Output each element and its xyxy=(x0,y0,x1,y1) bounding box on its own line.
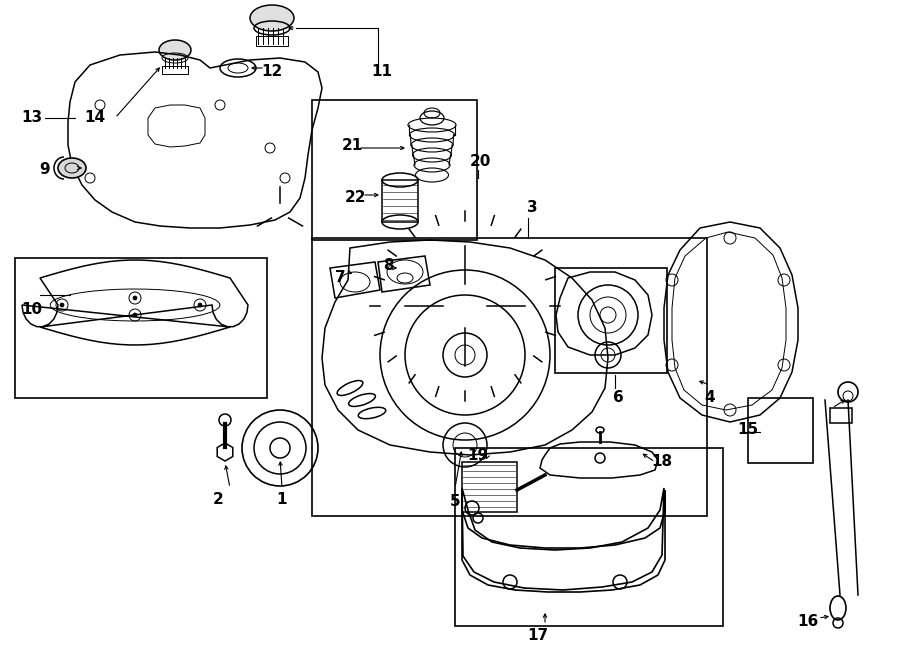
Bar xyxy=(455,448,723,626)
Text: 22: 22 xyxy=(344,190,365,206)
Bar xyxy=(382,180,418,222)
Text: 11: 11 xyxy=(372,65,392,79)
Text: 3: 3 xyxy=(526,200,537,215)
Text: 19: 19 xyxy=(467,447,489,463)
Bar xyxy=(15,258,267,398)
Bar xyxy=(256,36,288,46)
Bar xyxy=(748,398,813,463)
Bar xyxy=(555,268,667,373)
Text: 5: 5 xyxy=(450,494,460,510)
Circle shape xyxy=(133,313,137,317)
Ellipse shape xyxy=(250,5,294,31)
Circle shape xyxy=(198,303,202,307)
Text: 9: 9 xyxy=(40,163,50,178)
Text: 2: 2 xyxy=(212,492,223,508)
Ellipse shape xyxy=(58,158,86,178)
Text: 6: 6 xyxy=(613,391,624,405)
Text: 8: 8 xyxy=(382,258,393,272)
Text: 1: 1 xyxy=(277,492,287,508)
Bar xyxy=(312,238,707,516)
Text: 16: 16 xyxy=(797,615,819,629)
Circle shape xyxy=(60,303,64,307)
Text: 20: 20 xyxy=(469,155,491,169)
Bar xyxy=(162,66,188,74)
Bar xyxy=(830,408,852,423)
Text: 10: 10 xyxy=(22,303,42,317)
Text: 13: 13 xyxy=(22,110,42,126)
Circle shape xyxy=(133,296,137,300)
Text: 17: 17 xyxy=(527,627,549,642)
Text: 12: 12 xyxy=(261,65,283,79)
Bar xyxy=(312,100,477,240)
Text: 18: 18 xyxy=(652,455,672,469)
Text: 15: 15 xyxy=(737,422,759,438)
Text: 21: 21 xyxy=(341,137,363,153)
Text: 4: 4 xyxy=(705,391,716,405)
Text: 14: 14 xyxy=(85,110,105,126)
Bar xyxy=(462,462,517,512)
Ellipse shape xyxy=(159,40,191,60)
Text: 7: 7 xyxy=(335,270,346,286)
